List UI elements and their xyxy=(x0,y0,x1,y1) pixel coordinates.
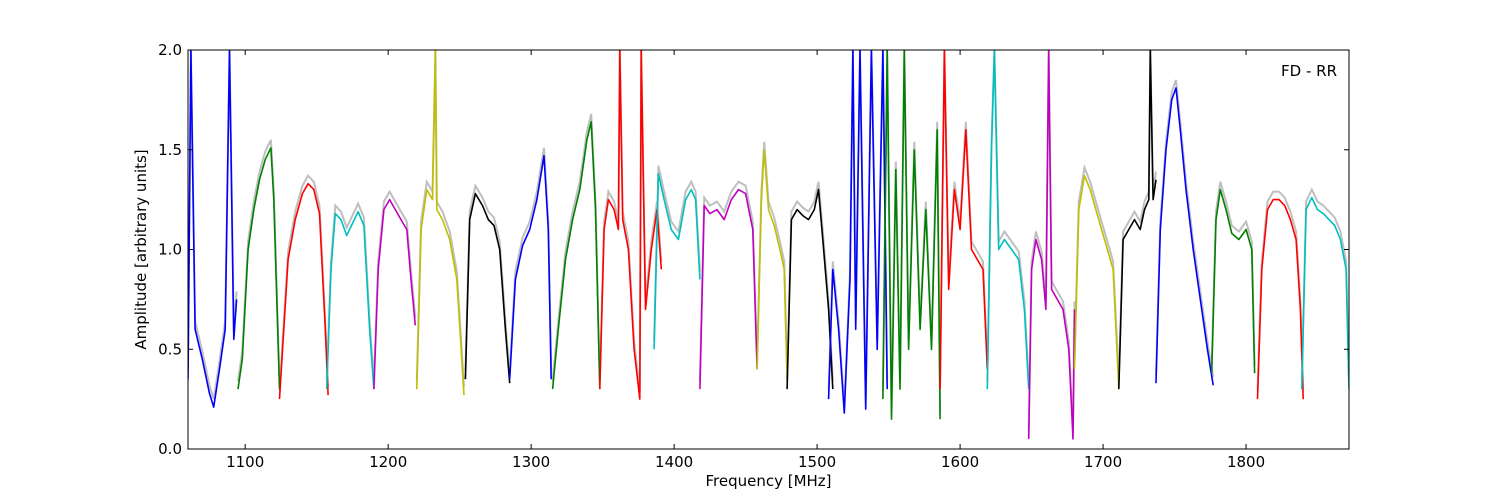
x-tick-label: 1700 xyxy=(1084,453,1122,471)
series-line-4 xyxy=(325,210,375,390)
series-line-5 xyxy=(373,198,417,390)
series-line-23 xyxy=(1210,188,1256,374)
background-trace-10 xyxy=(598,50,663,392)
series-line-25 xyxy=(1301,196,1349,390)
series-line-1 xyxy=(188,50,238,408)
background-trace-20 xyxy=(1073,164,1120,382)
series-line-11 xyxy=(653,172,701,350)
y-axis-label: Amplitude [arbitrary units] xyxy=(132,149,150,349)
series-line-16 xyxy=(882,50,941,420)
y-tick-label: 0.5 xyxy=(158,340,182,358)
chart-annotation: FD - RR xyxy=(1281,62,1337,80)
series-line-24 xyxy=(1256,198,1304,400)
series-line-7 xyxy=(464,192,511,384)
series-line-2 xyxy=(237,147,281,390)
background-trace-25 xyxy=(1300,187,1349,382)
y-tick-label: 1.0 xyxy=(158,241,182,259)
y-tick-label: 2.0 xyxy=(158,41,182,59)
x-axis-label: Frequency [MHz] xyxy=(705,472,831,490)
series-line-18 xyxy=(986,50,1030,390)
series-line-13 xyxy=(756,149,788,380)
series-line-6 xyxy=(416,50,465,396)
background-trace-5 xyxy=(372,189,417,382)
x-tick-label: 1300 xyxy=(512,453,550,471)
background-trace-6 xyxy=(415,50,465,388)
x-tick-label: 1400 xyxy=(655,453,693,471)
series-line-21 xyxy=(1118,50,1157,390)
background-trace-7 xyxy=(464,183,511,376)
x-tick-label: 1200 xyxy=(369,453,407,471)
background-trace-13 xyxy=(756,141,789,372)
background-trace-11 xyxy=(653,165,701,342)
background-trace-layer xyxy=(188,50,1349,432)
series-layer xyxy=(188,50,1349,440)
series-line-8 xyxy=(508,154,552,380)
background-trace-24 xyxy=(1256,190,1305,392)
series-line-14 xyxy=(786,188,834,390)
series-line-3 xyxy=(278,182,329,400)
y-tick-label: 0.0 xyxy=(158,440,182,458)
background-trace-23 xyxy=(1210,181,1256,366)
y-tick-label: 1.5 xyxy=(158,141,182,159)
x-tick-label: 1500 xyxy=(798,453,836,471)
background-trace-12 xyxy=(698,180,759,382)
series-line-17 xyxy=(939,50,989,390)
x-tick-label: 1800 xyxy=(1227,453,1265,471)
x-axis-ticks: 1100 1200 1300 1400 1500 1600 1700 1800 xyxy=(226,50,1265,471)
series-line-9 xyxy=(551,121,601,390)
series-line-19 xyxy=(1027,50,1076,440)
series-line-15 xyxy=(827,50,888,414)
series-line-20 xyxy=(1073,174,1120,390)
y-axis-ticks: 0.0 0.5 1.0 1.5 2.0 xyxy=(158,41,1349,458)
x-tick-label: 1600 xyxy=(941,453,979,471)
series-line-22 xyxy=(1155,87,1214,386)
plot-frame xyxy=(187,49,1350,450)
series-line-10 xyxy=(599,50,663,400)
series-line-12 xyxy=(699,188,758,390)
x-tick-label: 1100 xyxy=(226,453,264,471)
